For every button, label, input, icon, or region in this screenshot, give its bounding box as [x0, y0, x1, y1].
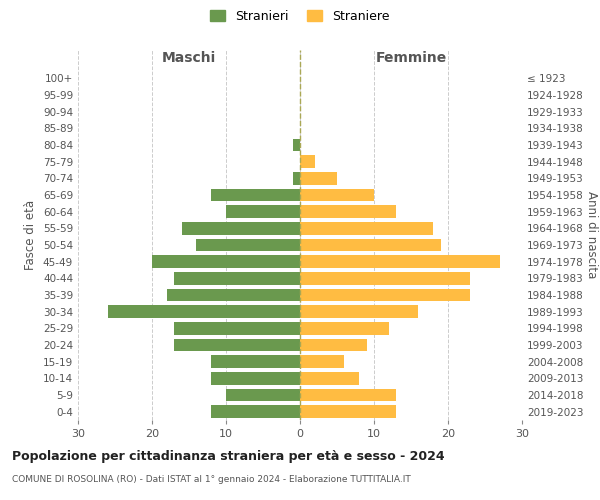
Bar	[300, 306, 418, 318]
Text: COMUNE DI ROSOLINA (RO) - Dati ISTAT al 1° gennaio 2024 - Elaborazione TUTTITALI: COMUNE DI ROSOLINA (RO) - Dati ISTAT al …	[12, 475, 411, 484]
Bar	[300, 172, 337, 184]
Bar	[293, 172, 300, 184]
Bar	[152, 256, 300, 268]
Bar	[300, 389, 396, 401]
Text: Femmine: Femmine	[376, 51, 446, 65]
Bar	[300, 156, 315, 168]
Bar	[300, 222, 433, 234]
Bar	[300, 256, 500, 268]
Bar	[300, 372, 359, 384]
Bar	[107, 306, 300, 318]
Bar	[300, 289, 470, 301]
Bar	[182, 222, 300, 234]
Y-axis label: Anni di nascita: Anni di nascita	[584, 192, 598, 278]
Bar	[211, 356, 300, 368]
Bar	[174, 339, 300, 351]
Bar	[174, 322, 300, 334]
Bar	[211, 372, 300, 384]
Bar	[293, 138, 300, 151]
Bar	[300, 206, 396, 218]
Bar	[226, 389, 300, 401]
Text: Maschi: Maschi	[162, 51, 216, 65]
Legend: Stranieri, Straniere: Stranieri, Straniere	[206, 6, 394, 26]
Bar	[300, 339, 367, 351]
Bar	[174, 272, 300, 284]
Y-axis label: Fasce di età: Fasce di età	[25, 200, 37, 270]
Bar	[300, 406, 396, 418]
Bar	[211, 406, 300, 418]
Bar	[300, 239, 440, 251]
Bar	[300, 356, 344, 368]
Bar	[211, 188, 300, 201]
Bar	[300, 188, 374, 201]
Text: Popolazione per cittadinanza straniera per età e sesso - 2024: Popolazione per cittadinanza straniera p…	[12, 450, 445, 463]
Bar	[167, 289, 300, 301]
Bar	[226, 206, 300, 218]
Bar	[300, 322, 389, 334]
Bar	[300, 272, 470, 284]
Bar	[196, 239, 300, 251]
